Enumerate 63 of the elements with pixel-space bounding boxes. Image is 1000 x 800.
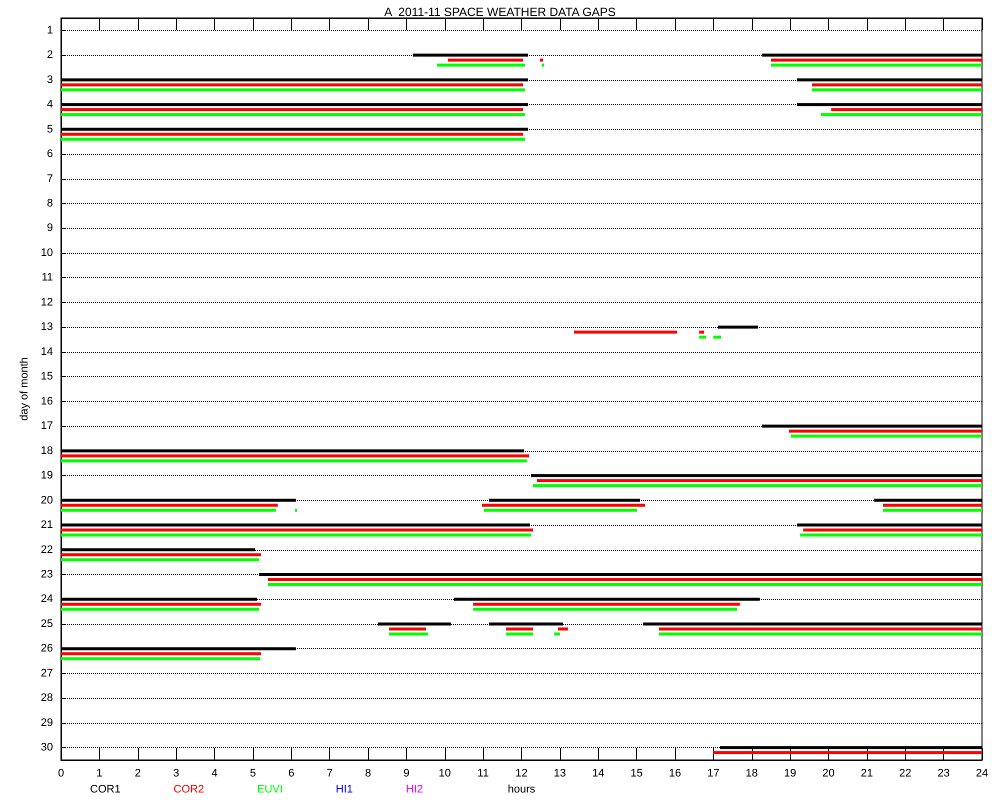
x-tick-label: 2	[134, 768, 141, 780]
y-axis-title: day of month	[18, 357, 30, 421]
y-tick-label: 19	[40, 470, 53, 482]
y-tick-label: 7	[46, 172, 53, 185]
x-tick-label: 19	[784, 768, 796, 780]
y-tick-label: 6	[46, 148, 53, 160]
y-tick-label: 4	[46, 98, 53, 111]
y-tick-label: 24	[40, 593, 53, 606]
y-tick-label: 30	[40, 742, 53, 754]
x-tick-label: 23	[938, 768, 950, 780]
text: EUVI	[257, 784, 283, 796]
y-tick-label: 22	[40, 544, 53, 556]
y-tick-label: 9	[46, 222, 53, 234]
y-tick-label: 15	[40, 370, 53, 383]
x-tick-label: 8	[364, 768, 372, 780]
y-tick-label: 2	[46, 49, 53, 62]
x-axis-title: hours	[508, 783, 536, 796]
x-tick-label: 7	[326, 768, 333, 780]
x-tick-label: 9	[403, 768, 410, 780]
x-tick-label: 21	[860, 768, 873, 780]
y-tick-label: 13	[40, 321, 53, 334]
y-tick-label: 5	[46, 123, 53, 136]
x-tick-label: 20	[822, 768, 835, 780]
y-tick-label: 21	[40, 519, 53, 532]
text: COR2	[174, 784, 204, 796]
x-tick-label: 16	[668, 768, 682, 780]
x-tick-label: 17	[707, 768, 720, 780]
x-tick-label: 0	[58, 768, 64, 780]
y-tick-label: 10	[40, 246, 53, 259]
y-tick-label: 29	[40, 716, 53, 729]
x-tick-label: 15	[630, 768, 643, 780]
y-tick-label: 20	[40, 494, 53, 506]
legend-label: HI2	[406, 784, 424, 796]
x-tick-label: 6	[288, 768, 294, 780]
y-tick-label: 26	[40, 642, 53, 655]
y-tick-label: 25	[40, 618, 53, 630]
y-tick-label: 1	[46, 24, 53, 36]
y-tick-label: 16	[40, 395, 53, 408]
text: COR1	[90, 784, 121, 796]
x-tick-label: 5	[250, 768, 256, 780]
x-tick-label: 10	[438, 768, 451, 780]
x-tick-label: 18	[746, 768, 758, 780]
y-tick-label: 12	[40, 296, 53, 308]
y-tick-label: 23	[40, 568, 53, 580]
x-tick-label: 13	[554, 768, 566, 780]
x-tick-label: 22	[899, 768, 912, 780]
y-tick-label: 18	[40, 444, 53, 457]
x-tick-label: 24	[976, 768, 988, 780]
x-tick-label: 3	[173, 768, 180, 780]
chart-title: A 2011-11 SPACE WEATHER DATA GAPS	[384, 5, 616, 19]
x-tick-label: 1	[96, 768, 102, 780]
y-tick-label: 17	[40, 420, 53, 432]
y-tick-label: 3	[46, 74, 53, 86]
y-tick-label: 28	[40, 692, 53, 704]
x-tick-label: 4	[211, 768, 218, 780]
y-tick-label: 8	[46, 198, 53, 210]
y-tick-label: 11	[42, 272, 53, 284]
x-tick-label: 12	[515, 768, 528, 780]
x-tick-label: 14	[592, 768, 604, 780]
x-tick-label: 11	[477, 768, 489, 780]
y-tick-label: 14	[40, 346, 53, 358]
legend-label: HI1	[336, 784, 353, 796]
y-tick-label: 27	[40, 667, 53, 680]
